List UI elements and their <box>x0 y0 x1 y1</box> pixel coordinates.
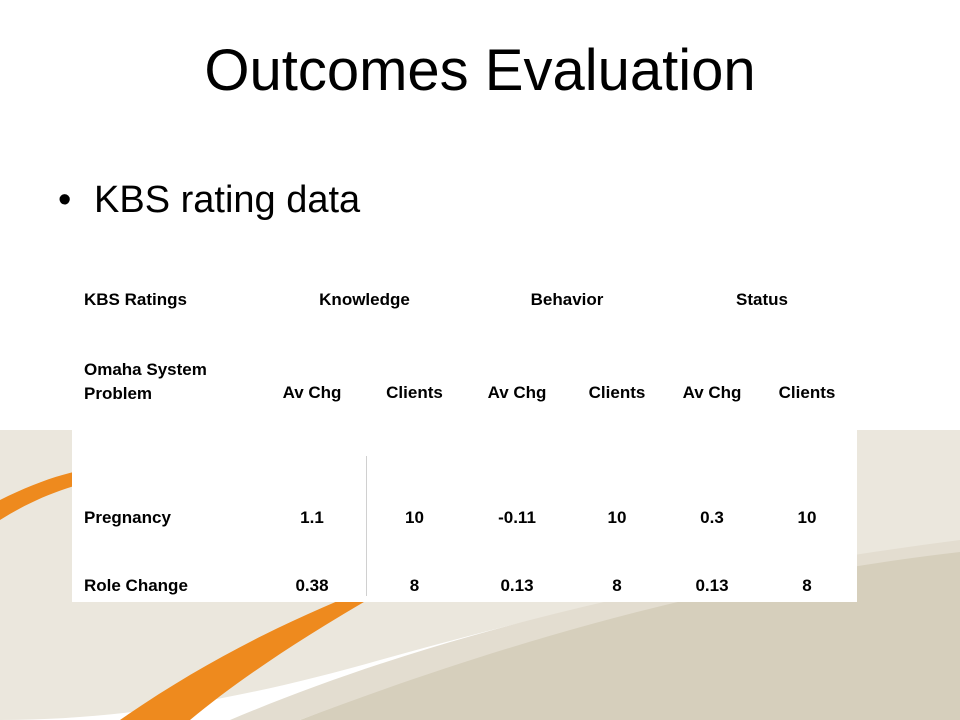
table-column-divider <box>366 456 367 596</box>
header-knowledge: Knowledge <box>319 290 410 309</box>
cell-value: 1.1 <box>300 508 324 527</box>
subheader-status-clients: Clients <box>778 383 836 402</box>
row-problem-pregnancy: Pregnancy <box>84 508 171 527</box>
cell-value: 8 <box>802 576 812 595</box>
light-beige-band <box>230 540 960 720</box>
table-row: Pregnancy 1.1 10 -0.11 10 0.3 10 <box>72 456 857 534</box>
cell-value: 0.13 <box>500 576 534 595</box>
cell-value: 10 <box>405 508 424 527</box>
table-row: Role Change 0.38 8 0.13 8 0.13 8 <box>72 534 857 602</box>
table-header-row: KBS Ratings Knowledge Behavior Status <box>72 270 857 330</box>
cell-value: 0.13 <box>695 576 729 595</box>
header-kbs-ratings: KBS Ratings <box>84 290 187 309</box>
subheader-behavior-clients: Clients <box>588 383 646 402</box>
subheader-knowledge-clients: Clients <box>386 383 443 402</box>
cell-value: 10 <box>797 508 817 527</box>
subheader-omaha-problem: Omaha System Problem <box>84 360 207 403</box>
header-status: Status <box>736 290 788 309</box>
cell-value: 0.3 <box>700 508 724 527</box>
cell-value: -0.11 <box>498 508 536 527</box>
cell-value: 8 <box>409 576 420 595</box>
table-subheader-row: Omaha System Problem Av Chg Clients Av C… <box>72 330 857 456</box>
row-problem-role-change: Role Change <box>84 576 188 595</box>
subheader-status-av-chg: Av Chg <box>682 383 742 402</box>
orange-swoosh-lower <box>120 570 420 720</box>
header-behavior: Behavior <box>530 290 604 309</box>
bullet-dot-icon: • <box>58 179 72 221</box>
subheader-behavior-av-chg: Av Chg <box>487 383 547 402</box>
cell-value: 0.38 <box>295 576 329 595</box>
bullet-text: KBS rating data <box>94 179 361 221</box>
bullet-item: • KBS rating data <box>58 176 360 224</box>
subheader-knowledge-av-chg: Av Chg <box>282 383 342 402</box>
kbs-rating-table: KBS Ratings Knowledge Behavior Status Om… <box>72 270 857 602</box>
cell-value: 10 <box>607 508 627 527</box>
slide-title: Outcomes Evaluation <box>204 38 756 103</box>
cell-value: 8 <box>612 576 622 595</box>
